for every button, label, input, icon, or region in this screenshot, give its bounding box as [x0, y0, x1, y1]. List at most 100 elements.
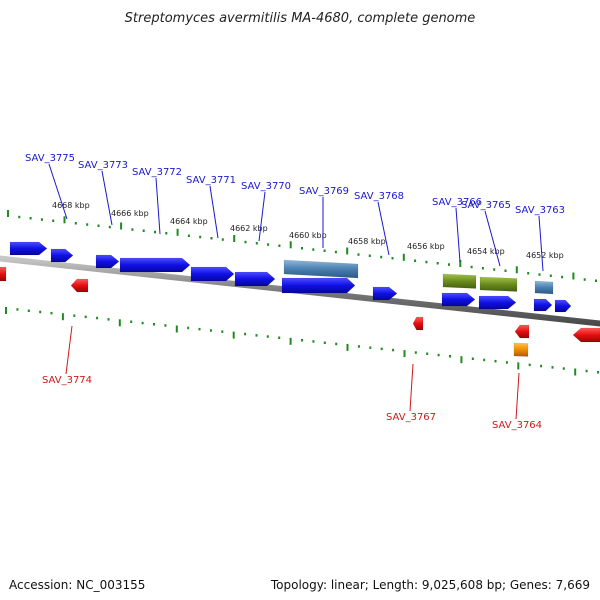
- minor-tick: [198, 327, 201, 331]
- gene-label[interactable]: SAV_3769: [299, 186, 349, 197]
- misc-feature[interactable]: [442, 273, 477, 289]
- minor-tick: [312, 340, 315, 343]
- leader-line: [65, 325, 73, 375]
- gene-label[interactable]: SAV_3773: [78, 160, 128, 171]
- gene-label[interactable]: SAV_3775: [25, 153, 75, 164]
- minor-tick: [505, 361, 508, 364]
- scale-tick-label: 4666 kbp: [111, 209, 149, 218]
- minor-tick: [141, 321, 144, 325]
- leader-line: [515, 372, 520, 420]
- forward-gene[interactable]: [119, 257, 191, 273]
- minor-tick: [323, 249, 326, 252]
- minor-tick: [436, 262, 439, 265]
- minor-tick: [187, 234, 190, 237]
- gene-label[interactable]: SAV_3772: [132, 167, 182, 178]
- forward-gene[interactable]: [50, 248, 74, 263]
- minor-tick: [483, 358, 486, 362]
- rna-feature[interactable]: [534, 280, 554, 295]
- minor-tick: [199, 235, 202, 239]
- scale-tick-label: 4658 kbp: [348, 237, 386, 246]
- orange-feature[interactable]: [513, 342, 529, 357]
- minor-tick: [414, 259, 417, 262]
- minor-tick: [221, 238, 224, 241]
- forward-gene[interactable]: [554, 299, 572, 313]
- gene-label[interactable]: SAV_3765: [461, 200, 511, 211]
- minor-tick: [107, 318, 110, 321]
- forward-gene[interactable]: [190, 266, 235, 282]
- major-tick: [574, 368, 577, 376]
- minor-tick: [164, 324, 167, 327]
- rna-feature[interactable]: [283, 259, 359, 279]
- gene-label[interactable]: SAV_3771: [186, 175, 236, 186]
- minor-tick: [540, 364, 543, 368]
- minor-tick: [369, 346, 372, 349]
- scale-tick-label: 4654 kbp: [467, 247, 505, 256]
- minor-tick: [210, 237, 213, 240]
- minor-tick: [29, 217, 32, 220]
- minor-tick: [494, 359, 497, 363]
- scale-tick-label: 4662 kbp: [230, 224, 268, 233]
- major-tick: [346, 343, 349, 351]
- minor-tick: [301, 339, 303, 342]
- minor-tick: [561, 275, 564, 279]
- leader-line: [484, 210, 501, 267]
- gene-label[interactable]: SAV_3763: [515, 205, 565, 216]
- minor-tick: [266, 335, 269, 338]
- forward-gene[interactable]: [281, 277, 356, 294]
- gene-label[interactable]: SAV_3768: [354, 191, 404, 202]
- reverse-gene[interactable]: [70, 278, 89, 293]
- major-tick: [459, 260, 462, 267]
- minor-tick: [368, 254, 371, 257]
- minor-tick: [267, 243, 270, 246]
- minor-tick: [301, 247, 303, 250]
- gene-label[interactable]: SAV_3774: [42, 375, 92, 386]
- minor-tick: [585, 369, 588, 373]
- gene-label[interactable]: SAV_3764: [492, 420, 542, 431]
- leader-line: [538, 215, 544, 272]
- minor-tick: [39, 310, 42, 314]
- minor-tick: [255, 242, 258, 245]
- gene-label[interactable]: SAV_3767: [386, 412, 436, 423]
- leader-line: [209, 185, 219, 239]
- forward-gene[interactable]: [478, 295, 517, 310]
- forward-gene[interactable]: [533, 298, 553, 312]
- scale-tick-label: 4664 kbp: [170, 217, 208, 226]
- minor-tick: [131, 228, 134, 231]
- scale-labels: 4668 kbp 4666 kbp 4664 kbp 4662 kbp 4660 kbp…: [52, 201, 564, 260]
- minor-tick: [153, 323, 155, 326]
- forward-gene[interactable]: [441, 292, 476, 307]
- minor-tick: [86, 223, 89, 226]
- reverse-gene[interactable]: [412, 316, 424, 331]
- gene-leaders: [48, 163, 544, 420]
- forward-gene[interactable]: [95, 254, 120, 269]
- forward-gene[interactable]: [234, 271, 276, 287]
- minor-tick: [312, 248, 315, 251]
- scale-tick-label: 4656 kbp: [407, 242, 445, 251]
- minor-tick: [244, 332, 247, 336]
- minor-tick: [380, 347, 383, 351]
- minor-tick: [334, 250, 337, 254]
- gene-label[interactable]: SAV_3770: [241, 181, 291, 192]
- scale-tick-label: 4660 kbp: [289, 231, 327, 240]
- leader-line: [101, 170, 113, 226]
- minor-tick: [84, 315, 87, 319]
- minor-tick: [108, 225, 111, 229]
- forward-gene[interactable]: [372, 286, 398, 301]
- misc-feature[interactable]: [479, 276, 518, 292]
- minor-tick: [551, 366, 554, 369]
- major-tick: [232, 331, 235, 339]
- minor-tick: [504, 269, 507, 272]
- minor-tick: [142, 229, 145, 232]
- forward-gene[interactable]: [9, 241, 48, 256]
- major-tick: [233, 235, 236, 242]
- major-tick: [346, 247, 349, 255]
- reverse-gene[interactable]: [572, 327, 600, 343]
- gene-label[interactable]: SAV_3766: [432, 197, 482, 208]
- major-tick: [118, 319, 121, 327]
- minor-tick: [357, 253, 360, 256]
- reverse-gene[interactable]: [514, 324, 530, 339]
- minor-tick: [16, 308, 19, 311]
- major-tick: [515, 266, 518, 274]
- reverse-gene[interactable]: [0, 266, 7, 282]
